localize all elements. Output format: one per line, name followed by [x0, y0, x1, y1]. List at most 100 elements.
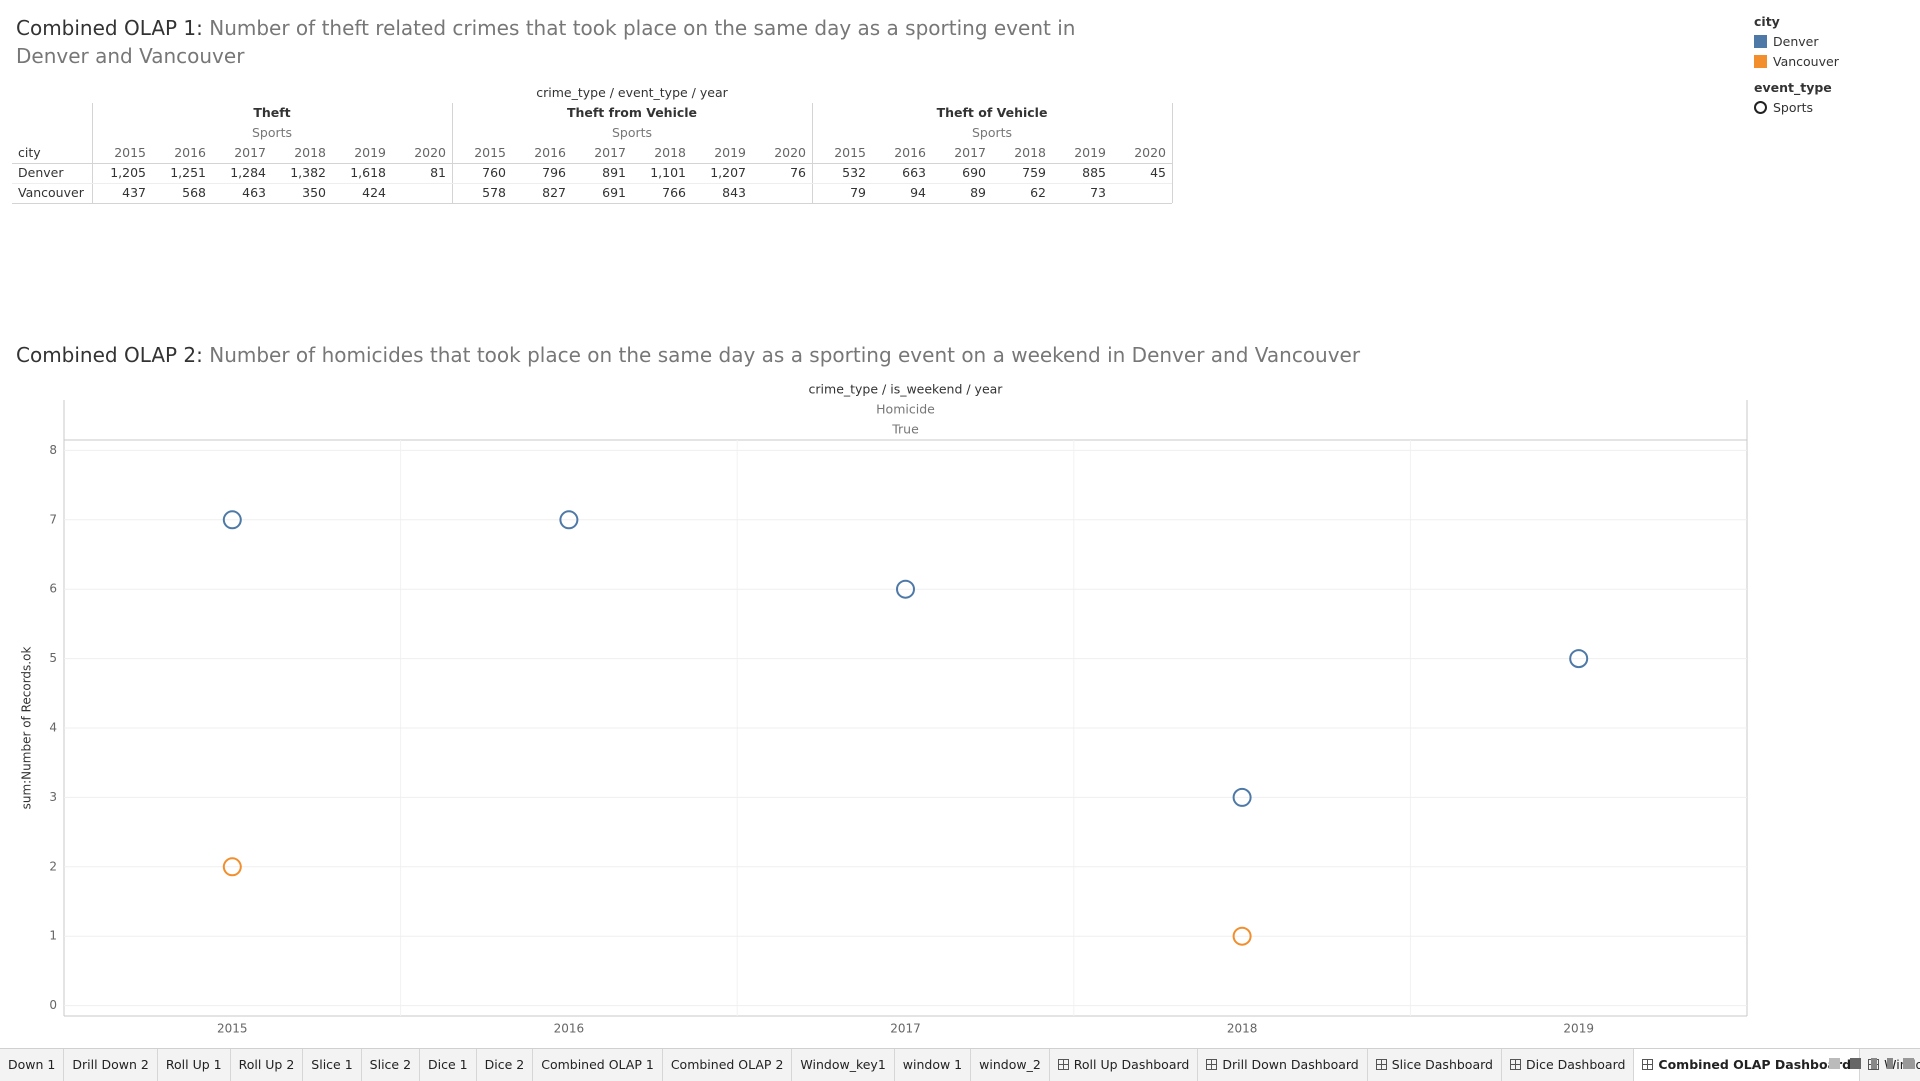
- y-tick-label: 0: [49, 998, 57, 1012]
- icon[interactable]: [1903, 1058, 1914, 1069]
- dashboard-icon: [1509, 1059, 1521, 1070]
- icon[interactable]: [1850, 1058, 1861, 1069]
- shape-legend-item: Sports: [1754, 98, 1839, 118]
- legend-swatch: [1754, 55, 1767, 68]
- icon[interactable]: [1887, 1058, 1893, 1069]
- tab-label: Combined OLAP 2: [670, 1057, 784, 1072]
- divider: [12, 183, 1172, 184]
- table-header: crime_type / event_type / year: [536, 85, 728, 100]
- y-tick-label: 4: [49, 721, 57, 735]
- sheet-tab[interactable]: window 1: [895, 1049, 972, 1081]
- tab-label: Roll Up Dashboard: [1073, 1057, 1190, 1072]
- cell: 1,101: [650, 165, 686, 180]
- cell: 424: [362, 185, 386, 200]
- sheet-tab[interactable]: Roll Up Dashboard: [1050, 1049, 1199, 1081]
- tab-label: Dice 1: [428, 1057, 468, 1072]
- legend-title: city: [1754, 14, 1780, 29]
- row-label: Denver: [18, 165, 64, 180]
- sheet-tab[interactable]: Dice 2: [477, 1049, 534, 1081]
- tab-label: Drill Down 2: [72, 1057, 149, 1072]
- olap2-title: Combined OLAP 2: Number of homicides tha…: [16, 341, 1516, 369]
- sheet-tab[interactable]: window_2: [971, 1049, 1050, 1081]
- icon[interactable]: [1829, 1058, 1840, 1069]
- y-tick-label: 8: [49, 443, 57, 457]
- legend-title: event_type: [1754, 80, 1832, 95]
- cell: 759: [1022, 165, 1046, 180]
- sheet-tab[interactable]: Slice Dashboard: [1368, 1049, 1502, 1081]
- cell: 1,284: [230, 165, 266, 180]
- cell: 79: [850, 185, 866, 200]
- legend-label: Denver: [1773, 34, 1819, 49]
- tab-label: Combined OLAP 1: [541, 1057, 654, 1072]
- year-label: 2017: [954, 145, 986, 160]
- sheet-tab[interactable]: Roll Up 2: [231, 1049, 304, 1081]
- year-label: 2015: [834, 145, 866, 160]
- x-tick-label: 2018: [1227, 1022, 1258, 1036]
- divider: [1172, 103, 1173, 203]
- point: [222, 510, 242, 530]
- divider: [12, 203, 1172, 204]
- y-axis-label: sum:Number of Records.ok: [20, 647, 34, 810]
- group-label: Theft of Vehicle: [936, 105, 1048, 120]
- cell: 81: [430, 165, 446, 180]
- sheet-tab[interactable]: Slice 1: [303, 1049, 362, 1081]
- year-label: 2019: [714, 145, 746, 160]
- event-label: Sports: [971, 125, 1013, 140]
- legend-label: Sports: [1773, 100, 1814, 115]
- sheet-tab[interactable]: Window_key1: [792, 1049, 895, 1081]
- sheet-tab[interactable]: Combined OLAP 1: [533, 1049, 663, 1081]
- cell: 532: [842, 165, 866, 180]
- dashboard-icon: [1206, 1059, 1218, 1070]
- color-legend: Denver Vancouver: [1754, 32, 1839, 72]
- y-tick-label: 2: [49, 859, 57, 873]
- chart-header: crime_type / is_weekend / year: [809, 382, 1004, 397]
- year-label: 2019: [354, 145, 386, 160]
- sheet-tab[interactable]: Down 1: [0, 1049, 65, 1081]
- sheet-tab[interactable]: Dice 1: [420, 1049, 477, 1081]
- cell: 437: [122, 185, 146, 200]
- tab-label: Down 1: [8, 1057, 56, 1072]
- cell: 1,205: [110, 165, 146, 180]
- sheet-tab[interactable]: Slice 2: [362, 1049, 421, 1081]
- sheet-tab[interactable]: Drill Down 2: [64, 1049, 158, 1081]
- sheet-tab[interactable]: Combined OLAP 2: [663, 1049, 793, 1081]
- point: [1569, 649, 1589, 669]
- title-subtitle: Number of homicides that took place on t…: [209, 343, 1361, 367]
- point: [1232, 926, 1252, 946]
- title-lead: Combined OLAP 2:: [16, 343, 203, 367]
- x-tick-label: 2017: [890, 1022, 921, 1036]
- cell: 350: [302, 185, 326, 200]
- icon[interactable]: [1871, 1058, 1877, 1069]
- cell: 45: [1150, 165, 1166, 180]
- cell: 760: [482, 165, 506, 180]
- year-label: 2020: [774, 145, 806, 160]
- sheet-tab[interactable]: Drill Down Dashboard: [1198, 1049, 1368, 1081]
- x-tick-label: 2015: [217, 1022, 248, 1036]
- cell: 827: [542, 185, 566, 200]
- chart-header-value: True: [891, 422, 919, 437]
- dashboard-icon: [1057, 1059, 1069, 1070]
- point: [222, 857, 242, 877]
- point: [1232, 787, 1252, 807]
- sheet-tab[interactable]: Combined OLAP Dashboard: [1634, 1049, 1861, 1081]
- cell: 1,382: [290, 165, 326, 180]
- year-label: 2016: [894, 145, 926, 160]
- sheet-tab[interactable]: Roll Up 1: [158, 1049, 231, 1081]
- y-tick-label: 5: [49, 651, 57, 665]
- group-label: Theft: [253, 105, 291, 120]
- year-label: 2020: [414, 145, 446, 160]
- year-label: 2015: [114, 145, 146, 160]
- tab-label: window_2: [979, 1057, 1041, 1072]
- cell: 568: [182, 185, 206, 200]
- cell: 73: [1090, 185, 1106, 200]
- tab-label: Roll Up 1: [165, 1057, 222, 1072]
- year-label: 2017: [234, 145, 266, 160]
- legend-shape: [1754, 101, 1767, 114]
- tab-label: Slice 2: [369, 1057, 412, 1072]
- x-tick-label: 2016: [554, 1022, 585, 1036]
- cell: 1,207: [710, 165, 746, 180]
- sheet-tab[interactable]: Dice Dashboard: [1502, 1049, 1635, 1081]
- point: [896, 579, 915, 599]
- cell: 89: [970, 185, 986, 200]
